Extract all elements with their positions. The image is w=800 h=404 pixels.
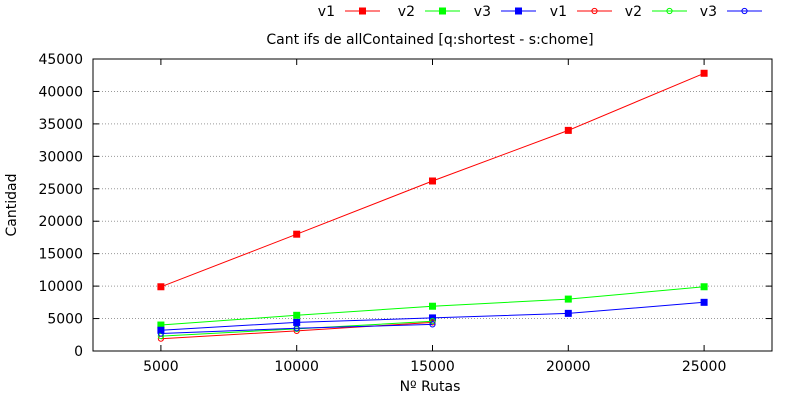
data-point	[429, 314, 436, 322]
data-point	[157, 326, 165, 334]
data-point	[429, 321, 436, 328]
data-point	[157, 283, 165, 291]
data-point	[157, 321, 165, 329]
data-point	[515, 7, 522, 15]
data-point	[564, 295, 572, 303]
x-tick-label: 25000	[682, 359, 727, 375]
series-v3	[157, 298, 708, 334]
legend-item: v3	[474, 4, 536, 20]
x-tick-label: 20000	[546, 359, 591, 375]
y-tick-label: 5000	[47, 312, 83, 328]
y-tick-label: 25000	[38, 182, 83, 198]
data-point	[429, 318, 436, 325]
chart-title: Cant ifs de allContained [q:shortest - s…	[266, 32, 593, 48]
series-v2	[157, 283, 708, 329]
x-tick-label: 10000	[274, 359, 319, 375]
legend: v1 v2 v3 v1 v2 v3	[318, 4, 762, 20]
series-line	[160, 323, 433, 334]
y-tick-label: 15000	[38, 247, 83, 263]
data-point	[293, 325, 300, 332]
y-tick-label: 0	[74, 344, 83, 360]
x-tick-label: 15000	[410, 359, 455, 375]
legend-label: v3	[700, 4, 717, 20]
series-group	[157, 69, 708, 342]
legend-item: v3	[700, 4, 762, 20]
legend-label: v3	[474, 4, 491, 20]
y-tick-label: 45000	[38, 52, 83, 68]
data-point	[359, 7, 366, 15]
legend-item: v1	[318, 4, 380, 20]
legend-item: v1	[550, 4, 612, 20]
data-point	[429, 302, 436, 310]
y-tick-label: 30000	[38, 149, 83, 165]
data-point	[293, 318, 301, 326]
x-axis-label: Nº Rutas	[400, 379, 461, 395]
data-point	[741, 7, 748, 15]
data-point	[293, 230, 301, 238]
data-point	[429, 177, 436, 185]
grid-lines	[93, 58, 772, 320]
data-point	[293, 311, 301, 319]
data-point	[564, 309, 572, 317]
y-tick-label: 10000	[38, 279, 83, 295]
data-point	[666, 7, 673, 15]
data-point	[157, 330, 164, 337]
x-tick-label: 5000	[143, 359, 179, 375]
data-point	[564, 126, 572, 134]
data-point	[439, 7, 446, 15]
data-point	[700, 69, 708, 77]
legend-item: v2	[398, 4, 460, 20]
legend-item: v2	[625, 4, 687, 20]
y-tick-label: 40000	[38, 84, 83, 100]
y-tick-label: 20000	[38, 214, 83, 230]
series-v1	[157, 69, 708, 291]
legend-label: v2	[625, 4, 642, 20]
legend-label: v1	[550, 4, 567, 20]
data-point	[591, 7, 598, 15]
series-v3	[157, 321, 436, 337]
legend-label: v2	[398, 4, 415, 20]
y-tick-label: 35000	[38, 117, 83, 133]
data-point	[700, 283, 708, 291]
data-point	[700, 298, 708, 306]
y-axis-label: Cantidad	[4, 174, 20, 237]
series-line	[160, 320, 433, 337]
axes: 0 5000 10000 15000 20000 25000 30000 35000 40000…	[38, 52, 773, 375]
legend-label: v1	[318, 4, 335, 20]
